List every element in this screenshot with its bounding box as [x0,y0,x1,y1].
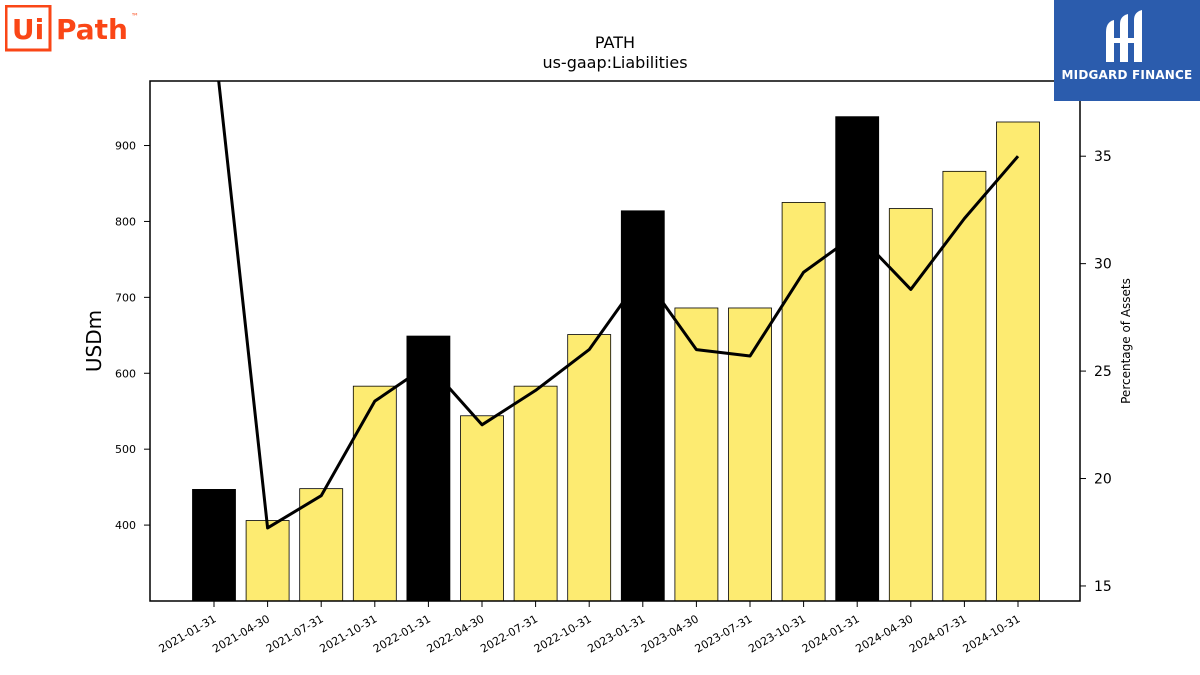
pct-of-assets-line [217,81,1020,530]
x-tick-label-9: 2023-04-30 [639,612,701,655]
midgard-brand-text: MIDGARD FINANCE [1061,68,1193,82]
chart-subtitle: us-gaap:Liabilities [542,53,687,72]
y-tick-label-900: 900 [115,140,136,153]
bar-9 [674,307,719,602]
y-axis-right: 15 20 25 30 35 [1080,149,1112,595]
y2-tick-label-35: 35 [1094,149,1112,165]
x-tick-label-14: 2024-07-31 [907,612,969,655]
bar-1 [245,520,290,602]
y2-tick-label-30: 30 [1094,257,1112,273]
bar-15 [996,121,1040,602]
midgard-emblem-icon [1106,10,1142,62]
y-tick-label-700: 700 [115,291,136,304]
x-tick-label-13: 2024-04-30 [853,612,915,655]
bar-12 [835,116,880,602]
chart-title: PATH [595,33,635,52]
bar-0 [192,489,236,602]
bar-7 [567,334,612,602]
y-tick-label-500: 500 [115,443,136,456]
bar-14 [942,170,987,602]
y2-tick-label-15: 15 [1094,579,1112,595]
x-tick-label-3: 2021-10-31 [317,612,379,655]
x-tick-label-12: 2024-01-31 [800,612,862,655]
plot-frame [149,80,1081,602]
midgard-finance-logo: MIDGARD FINANCE [1054,0,1200,101]
y-tick-label-600: 600 [115,367,136,380]
bar-10 [728,307,772,602]
bar-8 [620,210,665,602]
x-axis: 2021-01-312021-04-302021-07-312021-10-31… [157,601,1023,656]
x-tick-label-10: 2023-07-31 [693,612,755,655]
x-tick-label-8: 2023-01-31 [585,612,647,655]
x-tick-label-1: 2021-04-30 [210,612,272,655]
logo-ui-text: Ui [12,13,44,46]
x-tick-label-2: 2021-07-31 [264,612,326,655]
bar-5 [460,415,504,602]
bar-6 [513,385,558,602]
y2-axis-label: Percentage of Assets [1119,278,1133,404]
x-tick-label-5: 2022-04-30 [425,612,487,655]
line-series [217,81,1020,530]
bar-3 [352,385,397,602]
bar-11 [781,202,826,602]
uipath-logo: Ui Path ™ [4,4,145,53]
x-tick-label-4: 2022-01-31 [371,612,433,655]
y2-tick-label-20: 20 [1094,472,1112,488]
bar-2 [299,488,344,602]
bar-series [192,116,1040,602]
x-tick-label-15: 2024-10-31 [961,612,1023,655]
y2-tick-label-25: 25 [1094,364,1112,380]
y-axis-left: 400 500 600 700 800 900 [115,140,150,532]
x-tick-label-7: 2022-10-31 [532,612,594,655]
y-axis-label: USDm [82,310,106,372]
y-tick-label-800: 800 [115,215,136,228]
x-tick-label-11: 2023-10-31 [746,612,808,655]
logo-tm: ™ [131,12,139,21]
y-tick-label-400: 400 [115,519,136,532]
logo-path-text: Path [56,13,128,46]
x-tick-label-6: 2022-07-31 [478,612,540,655]
x-tick-label-0: 2021-01-31 [157,612,219,655]
